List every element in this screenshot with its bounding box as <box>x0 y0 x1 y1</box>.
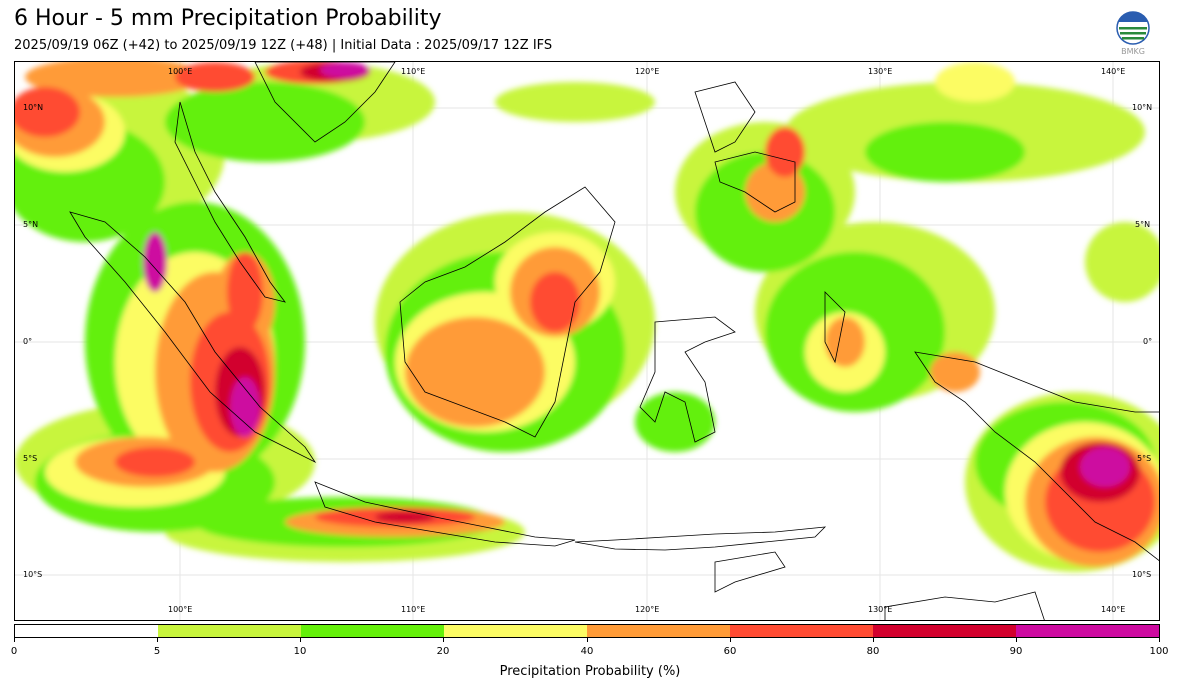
colorbar-tick-5: 5 <box>153 646 161 657</box>
lon-label-100e-bottom: 100°E <box>168 605 193 614</box>
map-title: 6 Hour - 5 mm Precipitation Probability <box>14 6 442 31</box>
colorbar-segment-10-20 <box>301 625 444 637</box>
colorbar-segment-5-10 <box>158 625 301 637</box>
lat-label-0-left: 0° <box>23 337 33 346</box>
map-subtitle: 2025/09/19 06Z (+42) to 2025/09/19 12Z (… <box>14 38 553 53</box>
colorbar-tick-20: 20 <box>436 646 450 657</box>
colorbar-segment-40-60 <box>587 625 730 637</box>
precipitation-map: 100°E 110°E 120°E 130°E 140°E 100°E 110°… <box>14 61 1160 621</box>
lon-label-130e-bottom: 130°E <box>868 605 893 614</box>
lon-label-140e-top: 140°E <box>1101 67 1126 76</box>
colorbar <box>14 624 1160 638</box>
lon-label-120e-top: 120°E <box>635 67 660 76</box>
lat-label-5s-right: 5°S <box>1137 454 1152 463</box>
colorbar-segment-90-100 <box>1016 625 1159 637</box>
lon-label-110e-top: 110°E <box>401 67 426 76</box>
colorbar-tick-90: 90 <box>1009 646 1023 657</box>
lat-label-10n-right: 10°N <box>1132 103 1153 112</box>
lat-label-5n-left: 5°N <box>23 220 39 229</box>
lat-label-5n-right: 5°N <box>1135 220 1151 229</box>
colorbar-tick-0: 0 <box>10 646 18 657</box>
colorbar-label: Precipitation Probability (%) <box>499 664 681 679</box>
colorbar-segment-60-80 <box>730 625 873 637</box>
bmkg-logo: BMKG <box>1112 10 1154 56</box>
colorbar-tick-80: 80 <box>866 646 880 657</box>
logo-text: BMKG <box>1121 47 1145 56</box>
lon-label-120e-bottom: 120°E <box>635 605 660 614</box>
colorbar-tick-40: 40 <box>580 646 594 657</box>
lon-label-140e-bottom: 140°E <box>1101 605 1126 614</box>
lat-label-10s-right: 10°S <box>1132 570 1152 579</box>
lat-label-0-right: 0° <box>1143 337 1153 346</box>
probability-field <box>15 62 1159 572</box>
lat-label-10n-left: 10°N <box>23 103 44 112</box>
colorbar-tick-100: 100 <box>1149 646 1169 657</box>
colorbar-tick-10: 10 <box>293 646 307 657</box>
lat-label-10s-left: 10°S <box>23 570 43 579</box>
lon-label-100e-top: 100°E <box>168 67 193 76</box>
coastlines <box>69 62 1159 620</box>
colorbar-segment-0-5 <box>15 625 158 637</box>
lon-label-110e-bottom: 110°E <box>401 605 426 614</box>
colorbar-segment-20-40 <box>444 625 587 637</box>
colorbar-segment-80-90 <box>873 625 1016 637</box>
lat-label-5s-left: 5°S <box>23 454 38 463</box>
colorbar-tick-60: 60 <box>723 646 737 657</box>
lon-label-130e-top: 130°E <box>868 67 893 76</box>
